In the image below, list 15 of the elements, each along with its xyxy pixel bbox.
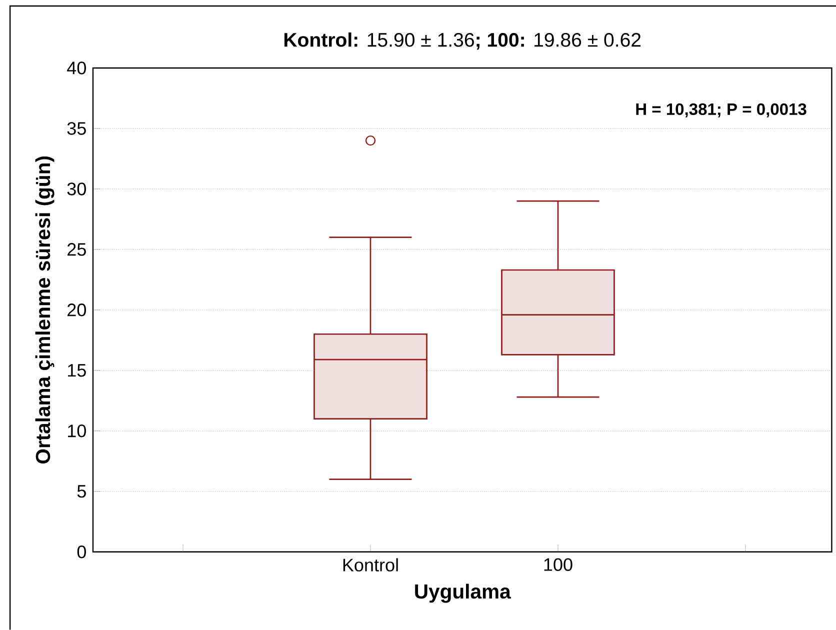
y-tick-label: 0 — [77, 546, 86, 558]
y-tick-label: 5 — [77, 485, 86, 498]
y-tick-label: 15 — [68, 364, 86, 377]
x-axis-title: Uygulama — [415, 584, 511, 603]
annotation: H = 10,381; P = 0,0013 — [636, 103, 806, 118]
y-tick-label: 20 — [68, 304, 86, 316]
y-tick-label: 40 — [67, 62, 86, 74]
y-axis-title: Ortalama çimlenme süresi (gün) — [35, 156, 54, 464]
y-tick-label: 35 — [67, 122, 86, 135]
x-tick-label: 100 — [544, 558, 572, 572]
y-tick-label: 30 — [67, 182, 86, 196]
chart-title: Kontrol: 15.90 ± 1.36; 100: 19.86 ± 0.62 — [284, 32, 641, 50]
x-tick-label: Kontrol — [343, 558, 398, 572]
y-tick-label: 10 — [68, 424, 86, 438]
y-tick-label: 25 — [68, 243, 86, 256]
